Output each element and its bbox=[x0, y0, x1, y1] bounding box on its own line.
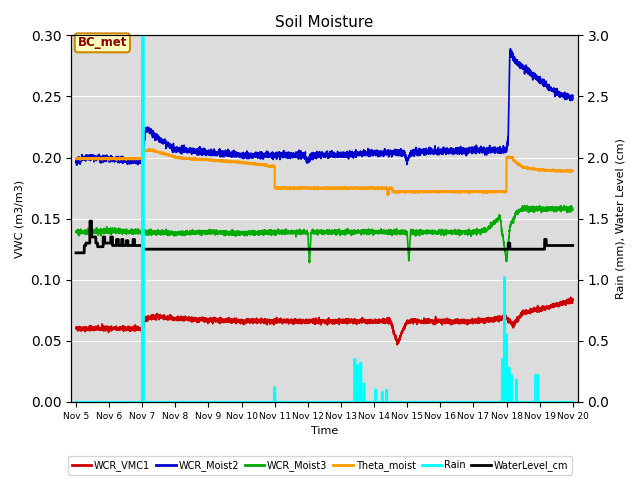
Legend: WCR_VMC1, WCR_Moist2, WCR_Moist3, Theta_moist, Rain, WaterLevel_cm: WCR_VMC1, WCR_Moist2, WCR_Moist3, Theta_… bbox=[68, 456, 572, 475]
Y-axis label: VWC (m3/m3): VWC (m3/m3) bbox=[15, 180, 25, 258]
X-axis label: Time: Time bbox=[311, 426, 338, 436]
Y-axis label: Rain (mm), Water Level (cm): Rain (mm), Water Level (cm) bbox=[615, 138, 625, 299]
Text: BC_met: BC_met bbox=[77, 36, 127, 49]
Title: Soil Moisture: Soil Moisture bbox=[275, 15, 374, 30]
